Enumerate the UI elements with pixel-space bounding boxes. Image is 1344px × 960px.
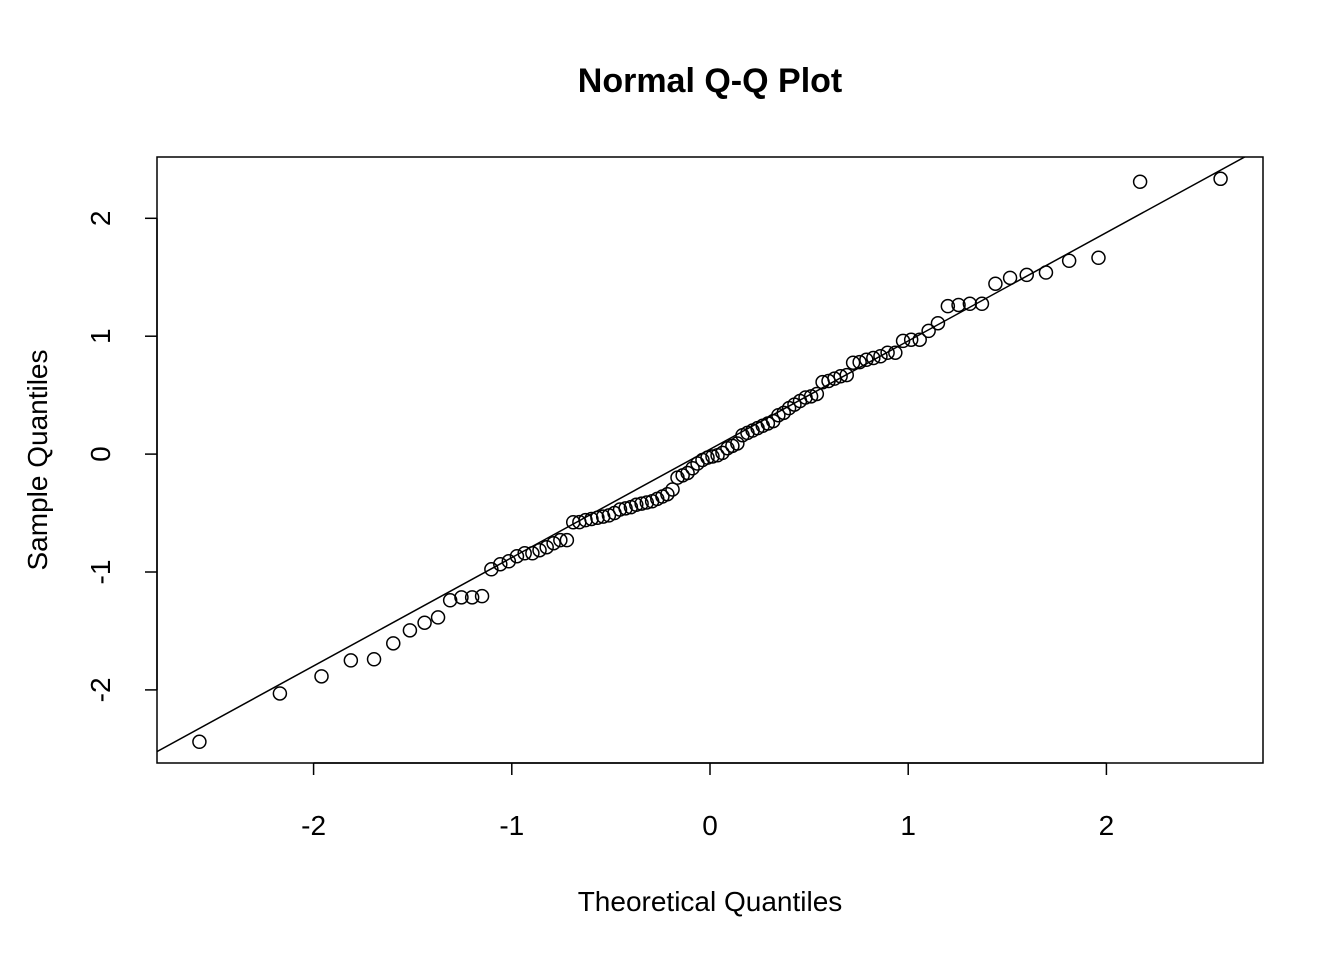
data-point: [880, 345, 895, 360]
data-point: [845, 355, 861, 370]
data-point: [888, 345, 903, 360]
data-point: [680, 465, 695, 481]
data-point: [343, 653, 359, 668]
data-point: [1061, 253, 1077, 269]
data-point: [493, 556, 508, 572]
data-point: [639, 495, 655, 510]
data-point: [430, 610, 446, 625]
data-point: [509, 548, 525, 564]
data-point: [192, 734, 207, 750]
data-point: [962, 296, 978, 312]
data-point: [730, 436, 745, 451]
y-axis-label: Sample Quantiles: [22, 349, 53, 570]
data-point: [402, 623, 418, 638]
data-point: [417, 615, 432, 630]
data-point: [873, 348, 888, 364]
data-point: [517, 546, 532, 561]
data-point: [484, 562, 499, 577]
qq-reference-line: [157, 157, 1247, 753]
data-point: [1019, 267, 1034, 283]
x-tick-label: -2: [301, 810, 326, 841]
data-point: [852, 354, 867, 370]
y-tick-label: -1: [85, 560, 116, 585]
data-point: [314, 669, 329, 684]
y-tick-label: 0: [85, 446, 116, 462]
plot-frame: [156, 156, 1264, 764]
data-point: [776, 405, 791, 421]
data-point: [1002, 270, 1018, 286]
data-point: [442, 593, 458, 608]
data-point: [974, 296, 990, 312]
data-point: [553, 532, 568, 548]
y-tick-label: 2: [85, 211, 116, 227]
data-point: [859, 352, 874, 368]
data-point: [590, 510, 605, 526]
x-tick-label: 1: [900, 810, 916, 841]
y-tick-label: 1: [85, 328, 116, 344]
data-point: [660, 486, 675, 502]
data-point: [559, 532, 575, 548]
data-point: [705, 449, 720, 464]
data-point: [895, 333, 911, 349]
data-point: [912, 332, 927, 347]
x-tick-label: -1: [499, 810, 524, 841]
data-point: [930, 315, 946, 331]
data-point: [525, 546, 540, 561]
x-tick-label: 2: [1099, 810, 1115, 841]
data-point: [618, 501, 633, 516]
data-point: [833, 369, 848, 384]
data-point: [921, 323, 936, 339]
data-point: [366, 651, 382, 667]
data-point: [700, 450, 715, 465]
data-point: [715, 445, 730, 461]
data-point: [940, 298, 956, 314]
chart-title: Normal Q-Q Plot: [578, 62, 842, 100]
data-point: [839, 367, 855, 383]
data-point: [903, 332, 919, 347]
data-point: [386, 636, 401, 651]
data-point: [866, 350, 881, 366]
y-tick-label: -2: [85, 677, 116, 702]
x-tick-label: 0: [702, 810, 718, 841]
data-point: [634, 496, 649, 511]
data-point: [501, 554, 517, 569]
data-point: [464, 590, 480, 605]
y-axis: -2 -1 0 1 2: [85, 211, 158, 702]
data-point: [612, 502, 628, 517]
data-point: [272, 686, 288, 701]
data-point: [546, 535, 561, 551]
data-point: [454, 590, 469, 605]
x-axis-label: Theoretical Quantiles: [578, 886, 843, 917]
data-point: [539, 539, 554, 555]
data-point: [1038, 265, 1054, 280]
data-point: [685, 461, 700, 476]
data-point: [584, 511, 599, 527]
data-point: [532, 542, 547, 558]
x-axis: -2 -1 0 1 2: [301, 762, 1115, 841]
data-point: [988, 276, 1003, 291]
data-point: [951, 297, 966, 313]
plot-area: [157, 157, 1247, 753]
data-point: [809, 386, 825, 402]
data-point: [1132, 174, 1148, 190]
data-point: [629, 497, 644, 513]
data-point: [474, 588, 490, 604]
data-point: [1091, 250, 1106, 266]
data-point: [1213, 171, 1228, 187]
